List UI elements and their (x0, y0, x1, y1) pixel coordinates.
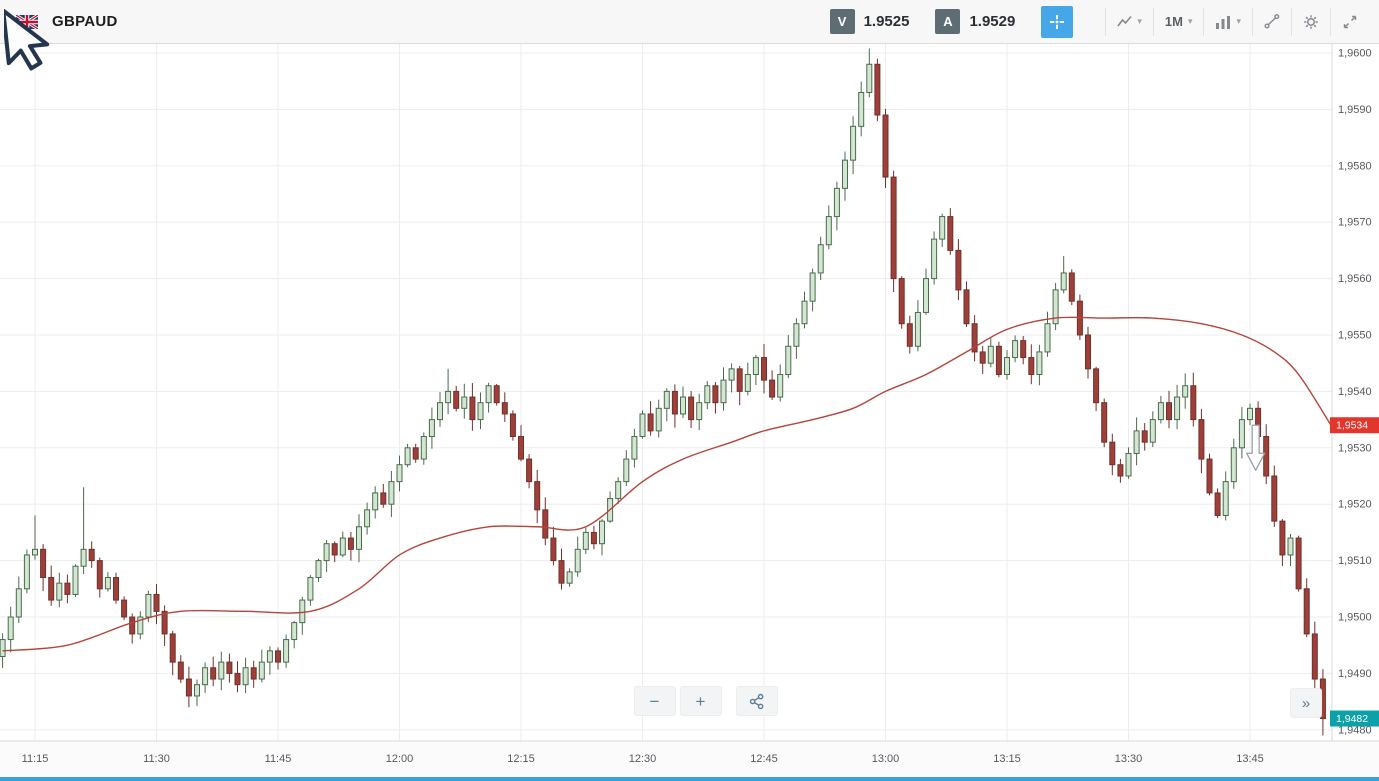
gear-icon (1304, 14, 1318, 29)
toolbar-separator (1152, 7, 1154, 36)
toolbar: GBPAUD V 1.9525 A 1.9529 ▾ (0, 0, 1379, 44)
svg-text:11:30: 11:30 (143, 753, 170, 765)
bid-quote: V 1.9525 (829, 9, 910, 34)
indicators-button[interactable]: ▾ (1204, 0, 1252, 44)
ask-badge: A (935, 9, 961, 34)
svg-text:12:45: 12:45 (750, 753, 778, 765)
crosshair-icon (1050, 14, 1065, 29)
bid-badge: V (829, 9, 855, 34)
svg-text:13:45: 13:45 (1236, 753, 1264, 765)
line-chart-icon (1117, 15, 1132, 27)
svg-text:12:30: 12:30 (629, 753, 657, 765)
settings-button[interactable] (1292, 0, 1330, 44)
chevron-down-icon: ▾ (1236, 16, 1241, 26)
scroll-right-button[interactable]: » (1290, 688, 1322, 718)
svg-text:13:15: 13:15 (993, 753, 1021, 765)
svg-text:1,9550: 1,9550 (1338, 330, 1372, 342)
share-button[interactable] (735, 686, 778, 716)
svg-text:1,9480: 1,9480 (1338, 724, 1372, 736)
toolbar-right: V 1.9525 A 1.9529 ▾ (829, 0, 1379, 44)
svg-text:1,9482: 1,9482 (1336, 713, 1368, 725)
toolbar-separator (1252, 7, 1253, 36)
resize-arrows-icon (1343, 15, 1357, 28)
trend-line-icon (1264, 14, 1280, 29)
svg-text:1,9520: 1,9520 (1338, 499, 1372, 511)
drawing-tools-button[interactable] (1253, 0, 1291, 44)
svg-text:1,9510: 1,9510 (1338, 555, 1372, 567)
toolbar-separator (1330, 7, 1331, 36)
collapse-button[interactable] (1331, 0, 1369, 44)
zoom-in-button[interactable]: + (679, 686, 722, 716)
indicators-icon (1216, 15, 1231, 29)
chart-type-button[interactable]: ▾ (1106, 0, 1153, 44)
toolbar-separator (1291, 7, 1292, 36)
svg-text:1,9560: 1,9560 (1338, 273, 1372, 285)
svg-text:1,9530: 1,9530 (1338, 442, 1372, 454)
share-icon (749, 693, 763, 709)
ask-quote: A 1.9529 (935, 9, 1015, 34)
pair-flag-icon (16, 14, 38, 29)
svg-text:1,9600: 1,9600 (1338, 48, 1372, 60)
chevron-down-icon: ▾ (1137, 16, 1142, 26)
svg-text:1,9534: 1,9534 (1336, 420, 1368, 432)
svg-text:12:15: 12:15 (507, 753, 535, 765)
svg-text:11:15: 11:15 (22, 753, 49, 765)
pair-title: GBPAUD (52, 13, 118, 30)
zoom-controls: − + (633, 686, 778, 716)
ask-price: 1.9529 (969, 13, 1016, 30)
crosshair-button[interactable] (1041, 5, 1074, 38)
zoom-out-button[interactable]: − (633, 686, 676, 716)
svg-text:1,9490: 1,9490 (1338, 668, 1372, 680)
price-chart[interactable]: 1,9600 1,9590 1,9580 1,9570 1,9560 1,9550 1,95… (0, 44, 1379, 781)
chart-area: 1,9600 1,9590 1,9580 1,9570 1,9560 1,9550 1,95… (0, 44, 1379, 781)
chevron-down-icon: ▾ (1187, 16, 1193, 26)
svg-text:1,9500: 1,9500 (1338, 612, 1372, 624)
timeframe-label: 1M (1164, 14, 1183, 29)
toolbar-separator (1105, 7, 1107, 36)
svg-text:1,9570: 1,9570 (1338, 217, 1372, 229)
svg-text:13:30: 13:30 (1115, 753, 1143, 765)
toolbar-separator (1203, 7, 1205, 36)
bottom-accent-bar (0, 777, 1379, 781)
svg-text:12:00: 12:00 (386, 753, 414, 765)
svg-text:1,9540: 1,9540 (1338, 386, 1372, 398)
svg-text:13:00: 13:00 (872, 753, 900, 765)
timeframe-button[interactable]: 1M ▾ (1154, 0, 1204, 44)
svg-text:11:45: 11:45 (265, 753, 292, 765)
svg-text:1,9580: 1,9580 (1338, 160, 1372, 172)
svg-text:1,9590: 1,9590 (1338, 104, 1372, 116)
bid-price: 1.9525 (863, 13, 910, 30)
